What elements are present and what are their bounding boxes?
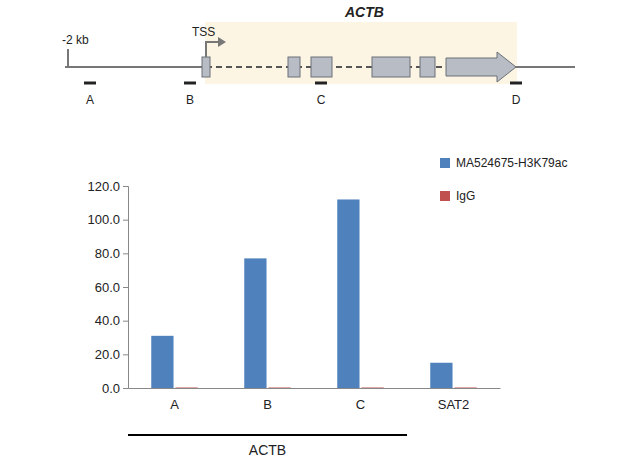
amplicon-label: A — [86, 93, 94, 107]
legend-label: MA524675-H3K79ac — [456, 156, 567, 170]
legend-swatch — [440, 191, 450, 201]
y-tick-label: 20.0 — [95, 347, 120, 362]
amplicon-label: D — [512, 93, 521, 107]
bar — [454, 387, 476, 388]
y-tick-label: 60.0 — [95, 280, 120, 295]
y-tick: 100.0 — [87, 212, 128, 227]
x-tick: SAT2 — [438, 388, 470, 412]
legend-item: IgG — [440, 189, 475, 203]
x-tick: B — [263, 388, 272, 412]
y-axis-line — [123, 187, 129, 389]
bar — [175, 387, 197, 388]
y-tick: 60.0 — [95, 280, 128, 295]
exon — [420, 57, 435, 77]
y-tick: 80.0 — [95, 246, 128, 261]
y-tick: 40.0 — [95, 313, 128, 328]
x-tick-label: B — [263, 397, 272, 412]
y-tick: 20.0 — [95, 347, 128, 362]
y-tick-mark — [123, 253, 128, 254]
x-tick: A — [170, 388, 179, 412]
legend-item: MA524675-H3K79ac — [440, 156, 567, 170]
amplicon — [510, 82, 522, 85]
amplicon — [84, 82, 96, 85]
y-tick-mark — [123, 321, 128, 322]
amplicon-label: C — [317, 93, 326, 107]
y-tick-mark — [123, 287, 128, 288]
group-bracket — [128, 434, 407, 436]
legend-swatch — [440, 158, 450, 168]
gene-region — [205, 22, 517, 84]
bars — [151, 199, 477, 388]
genomic-line — [65, 66, 206, 68]
exon-arrow — [446, 52, 516, 82]
tss-label: TSS — [192, 25, 215, 39]
exon — [202, 57, 210, 77]
bar — [244, 258, 266, 388]
y-tick-label: 80.0 — [95, 246, 120, 261]
figure: -2 kb TSS ACTB A B C D 0.0 20.0 40.0 60.0 80.0 100.0… — [0, 0, 641, 472]
y-tick-label: 0.0 — [102, 381, 120, 396]
y-tick-label: 40.0 — [95, 313, 120, 328]
legend-label: IgG — [456, 189, 475, 203]
bar — [151, 336, 173, 388]
legend: MA524675-H3K79ac IgG — [440, 156, 567, 203]
bar — [430, 363, 452, 388]
x-axis: A B C SAT2 — [129, 388, 501, 412]
y-tick-mark — [123, 220, 128, 221]
x-axis-line — [129, 388, 501, 389]
bar — [268, 387, 290, 388]
bar — [337, 199, 359, 388]
tss-arrow — [206, 42, 219, 57]
y-tick-mark — [123, 388, 128, 389]
y-axis: 0.0 20.0 40.0 60.0 80.0 100.0 120.0 — [87, 179, 128, 396]
x-tick-label: A — [170, 397, 179, 412]
y-tick-label: 100.0 — [87, 212, 120, 227]
y-tick-label: 120.0 — [87, 179, 120, 194]
gene-diagram: -2 kb TSS ACTB A B C D — [62, 4, 575, 107]
y-tick-mark — [123, 186, 128, 187]
upstream-label: -2 kb — [62, 33, 89, 47]
gene-label: ACTB — [344, 4, 384, 20]
amplicon-label: B — [186, 93, 194, 107]
x-tick: C — [356, 388, 365, 412]
tss-arrowhead — [218, 37, 226, 47]
amplicon — [315, 82, 327, 85]
exon — [288, 57, 300, 77]
genomic-line — [515, 66, 575, 68]
x-tick-label: C — [356, 397, 365, 412]
upstream-tick — [67, 49, 69, 67]
bar — [361, 387, 383, 388]
amplicon — [184, 82, 196, 85]
y-tick-mark — [123, 354, 128, 355]
y-tick: 0.0 — [102, 381, 128, 396]
exon — [311, 57, 332, 77]
x-tick-label: SAT2 — [438, 397, 470, 412]
group-label: ACTB — [249, 442, 286, 458]
y-tick: 120.0 — [87, 179, 128, 194]
exon — [372, 57, 410, 77]
